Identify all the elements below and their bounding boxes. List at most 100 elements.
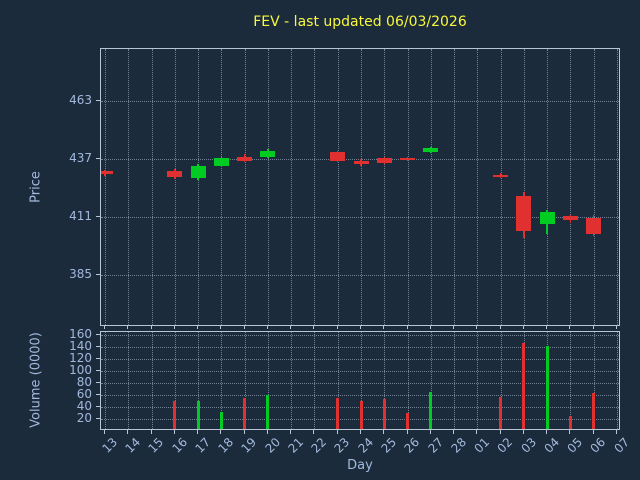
volume-ytick-mark (96, 334, 100, 335)
price-gridline-vertical (244, 49, 246, 325)
volume-xtick-mark (453, 430, 455, 434)
volume-bar (382, 399, 386, 429)
volume-xtick-mark (499, 430, 501, 434)
x-tick-label: 17 (192, 435, 213, 456)
price-gridline-vertical (593, 49, 595, 325)
volume-bar (499, 396, 503, 429)
price-gridline-vertical (128, 49, 130, 325)
volume-xtick-mark (383, 430, 385, 434)
volume-xtick-mark (406, 430, 408, 434)
volume-gridline-vertical (361, 332, 362, 429)
price-gridline-vertical (570, 49, 572, 325)
price-gridline-vertical (151, 49, 153, 325)
x-tick-label: 23 (331, 435, 353, 456)
price-gridline-vertical (547, 49, 549, 325)
price-xtick-mark (266, 326, 268, 329)
volume-gridline-vertical (128, 332, 130, 429)
volume-ytick-mark (96, 406, 100, 407)
volume-ytick-label: 100 (69, 363, 92, 377)
x-tick-label: 16 (169, 435, 190, 456)
price-gridline-vertical (267, 49, 269, 325)
volume-gridline-horizontal (101, 371, 619, 372)
candle-body (562, 216, 578, 221)
price-gridline-vertical (337, 49, 339, 325)
candle-body (493, 174, 509, 177)
candle-body (237, 156, 253, 162)
x-tick-label: 19 (238, 435, 260, 456)
price-axis-label: Price (28, 171, 44, 203)
volume-gridline-vertical (174, 332, 176, 429)
volume-xtick-mark (104, 430, 105, 434)
price-xtick-mark (360, 326, 361, 329)
volume-xtick-mark (127, 430, 129, 434)
volume-ytick-label: 60 (76, 387, 92, 401)
candle-body (400, 158, 416, 161)
price-gridline-vertical (477, 49, 479, 325)
x-tick-label: 03 (518, 435, 539, 456)
volume-xtick-mark (569, 430, 571, 434)
price-gridline-vertical (105, 49, 106, 325)
volume-xtick-mark (592, 430, 594, 434)
x-tick-label: 21 (285, 435, 307, 456)
price-xtick-mark (616, 326, 617, 329)
price-gridline-vertical (174, 49, 176, 325)
price-xtick-mark (546, 326, 548, 329)
x-tick-label: 18 (215, 435, 237, 456)
volume-xtick-mark (173, 430, 175, 434)
price-gridline-horizontal (101, 217, 619, 219)
price-gridline-vertical (198, 49, 200, 325)
volume-bar (266, 395, 270, 429)
price-xtick-mark (127, 326, 129, 329)
volume-ytick-mark (96, 418, 100, 419)
volume-gridline-vertical (105, 332, 106, 429)
volume-ytick-mark (96, 394, 100, 395)
volume-gridline-horizontal (101, 359, 619, 360)
price-xtick-mark (150, 326, 152, 329)
candle-body (539, 211, 555, 224)
price-ytick-mark (96, 157, 100, 159)
price-xtick-mark (592, 326, 594, 329)
price-gridline-horizontal (101, 275, 619, 277)
volume-bar (406, 413, 410, 429)
candle-body (330, 152, 346, 162)
x-tick-label: 24 (355, 435, 376, 456)
volume-xtick-mark (546, 430, 548, 434)
candle-body (101, 171, 113, 175)
price-ytick-label: 411 (69, 209, 92, 224)
volume-gridline-vertical (430, 332, 432, 429)
x-axis-label: Day (347, 458, 373, 473)
volume-bar (173, 401, 177, 429)
volume-gridline-horizontal (101, 383, 619, 384)
price-xtick-mark (453, 326, 455, 329)
x-tick-label: 28 (448, 435, 469, 456)
price-gridline-vertical (314, 49, 316, 325)
price-ytick-label: 437 (69, 150, 92, 165)
x-tick-label: 02 (494, 435, 516, 456)
volume-ytick-label: 140 (69, 339, 92, 353)
price-gridline-vertical (384, 49, 386, 325)
price-xtick-mark (429, 326, 431, 329)
price-xtick-mark (173, 326, 175, 329)
candle-body (260, 151, 276, 157)
volume-gridline-vertical (291, 332, 293, 429)
volume-xtick-mark (429, 430, 431, 434)
candle-body (586, 218, 602, 234)
volume-ytick-mark (96, 358, 100, 359)
x-tick-label: 15 (145, 435, 167, 456)
volume-gridline-vertical (477, 332, 479, 429)
price-gridline-vertical (430, 49, 432, 325)
price-xtick-mark (313, 326, 315, 329)
volume-bar (429, 392, 433, 429)
price-gridline-vertical (361, 49, 362, 325)
volume-xtick-mark (266, 430, 268, 434)
volume-xtick-mark (336, 430, 338, 434)
x-tick-label: 07 (611, 435, 632, 456)
volume-gridline-vertical (407, 332, 409, 429)
volume-gridline-vertical (570, 332, 572, 429)
candle-body (376, 157, 392, 164)
volume-bar (196, 401, 200, 429)
volume-ytick-mark (96, 370, 100, 371)
volume-gridline-horizontal (101, 347, 619, 348)
x-tick-label: 06 (587, 435, 609, 456)
